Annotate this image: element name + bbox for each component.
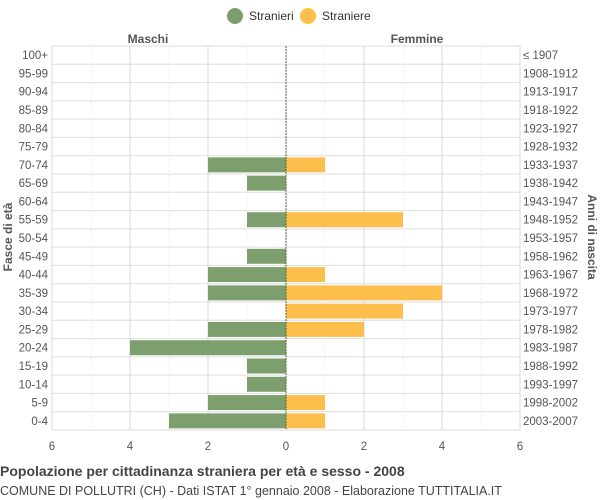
x-tick-label: 6 [49,441,55,453]
bar-female-70-74[interactable] [286,157,325,173]
bar-male-70-74[interactable] [208,157,286,173]
birth-year-tick-label: 1933-1937 [523,160,578,172]
bar-male-45-49[interactable] [247,248,286,264]
x-tick-label: 0 [283,441,289,453]
age-tick-label: 5-9 [31,398,48,410]
age-tick-label: 30-34 [19,306,49,318]
age-tick-label: 75-79 [19,142,48,154]
bar-female-55-59[interactable] [286,212,403,228]
x-tick-label: 2 [361,441,367,453]
birth-year-tick-label: 1918-1922 [523,105,578,117]
bar-male-10-14[interactable] [247,376,286,392]
bar-female-5-9[interactable] [286,395,325,411]
legend-item-straniere[interactable]: Straniere [300,6,371,26]
chart-subtitle: COMUNE DI POLLUTRI (CH) - Dati ISTAT 1° … [0,484,502,498]
age-tick-label: 0-4 [31,416,48,428]
x-tick-label: 2 [205,441,211,453]
bar-male-55-59[interactable] [247,212,286,228]
y-axis-label-right: Anni di nascita [585,194,599,280]
bar-male-25-29[interactable] [208,321,286,337]
birth-year-tick-label: 1923-1927 [523,123,578,135]
age-tick-label: 45-49 [19,251,48,263]
legend: Stranieri Straniere [0,6,600,26]
bar-male-20-24[interactable] [130,340,286,356]
age-tick-label: 55-59 [19,215,48,227]
bar-male-65-69[interactable] [247,175,286,191]
birth-year-tick-label: 1968-1972 [523,288,578,300]
bar-male-35-39[interactable] [208,285,286,301]
bar-female-30-34[interactable] [286,303,403,319]
chart-title: Popolazione per cittadinanza straniera p… [0,463,405,479]
birth-year-tick-label: 1928-1932 [523,142,578,154]
birth-year-tick-label: 1938-1942 [523,178,578,190]
birth-year-tick-label: 1978-1982 [523,324,578,336]
birth-year-tick-label: 1958-1962 [523,251,578,263]
birth-year-tick-label: 1973-1977 [523,306,578,318]
bars-layer [130,46,442,430]
birth-year-tick-label: 1908-1912 [523,68,578,80]
birth-year-tick-label: 1943-1947 [523,196,578,208]
age-tick-label: 50-54 [19,233,49,245]
age-tick-label: 35-39 [19,288,48,300]
birth-year-tick-label: 1948-1952 [523,215,578,227]
birth-year-tick-label: ≤ 1907 [523,50,558,62]
age-tick-label: 90-94 [19,87,49,99]
y-axis-label-left: Fasce di età [1,202,15,271]
bar-female-35-39[interactable] [286,285,442,301]
age-tick-label: 40-44 [19,270,49,282]
bar-female-0-4[interactable] [286,413,325,429]
bar-male-0-4[interactable] [169,413,286,429]
x-tick-label: 6 [517,441,523,453]
age-tick-label: 65-69 [19,178,48,190]
bar-male-40-44[interactable] [208,267,286,283]
age-tick-label: 100+ [22,50,48,62]
right-header: Femmine [391,32,444,46]
birth-year-tick-label: 1953-1957 [523,233,578,245]
left-header: Maschi [128,32,169,46]
legend-swatch-female [300,8,316,24]
legend-label-stranieri: Stranieri [249,9,294,23]
age-tick-label: 20-24 [19,343,49,355]
bar-female-40-44[interactable] [286,267,325,283]
legend-label-straniere: Straniere [322,9,371,23]
bar-male-15-19[interactable] [247,358,286,374]
birth-year-tick-label: 1963-1967 [523,270,578,282]
legend-swatch-male [227,8,243,24]
age-tick-label: 60-64 [19,196,49,208]
birth-year-tick-label: 2003-2007 [523,416,578,428]
birth-year-tick-label: 1998-2002 [523,398,578,410]
birth-year-tick-label: 1988-1992 [523,361,578,373]
birth-year-tick-label: 1983-1987 [523,343,578,355]
birth-year-tick-label: 1913-1917 [523,87,578,99]
age-tick-label: 70-74 [19,160,49,172]
age-tick-label: 85-89 [19,105,48,117]
birth-year-tick-label: 1993-1997 [523,379,578,391]
x-tick-label: 4 [439,441,446,453]
legend-item-stranieri[interactable]: Stranieri [227,6,294,26]
population-pyramid-chart: 100+ ≤ 1907 95-99 1908-1912 90-94 1913-1917 85… [1,32,599,453]
x-tick-label: 4 [127,441,134,453]
age-tick-label: 25-29 [19,324,48,336]
bar-female-25-29[interactable] [286,321,364,337]
age-tick-label: 10-14 [19,379,49,391]
age-tick-label: 80-84 [19,123,49,135]
bar-male-5-9[interactable] [208,395,286,411]
age-tick-label: 15-19 [19,361,48,373]
age-tick-label: 95-99 [19,68,48,80]
labels-layer: 100+ ≤ 1907 95-99 1908-1912 90-94 1913-1917 85… [19,50,578,453]
